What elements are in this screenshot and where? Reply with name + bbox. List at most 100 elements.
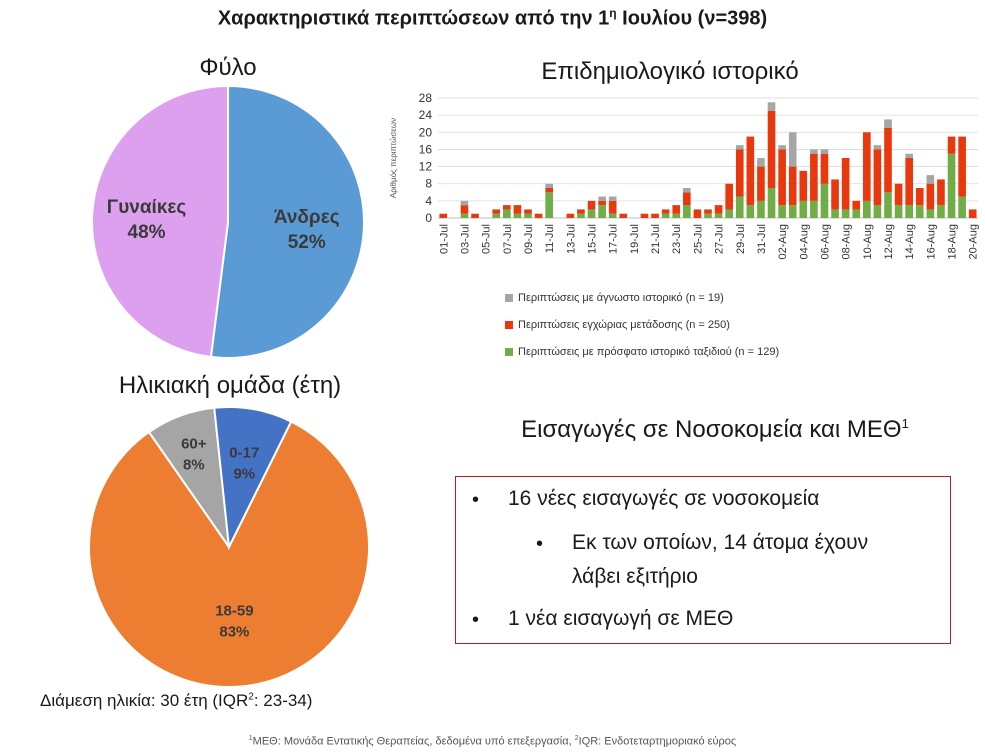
x-tick-label: 02-Aug [777, 224, 789, 259]
pie-label-άνδρες: Άνδρες [274, 207, 340, 228]
y-axis-title: Αριθμός περιπτώσεων [389, 118, 398, 198]
bar-segment [566, 213, 575, 218]
bar-segment [471, 213, 479, 218]
x-tick-label: 11-Jul [544, 224, 556, 253]
pie-value-18-59: 83% [219, 624, 249, 641]
bar-segment [894, 183, 903, 206]
x-tick-label: 08-Aug [841, 224, 853, 259]
bar-segment [831, 179, 839, 210]
bar-segment [587, 200, 596, 210]
bar-segment [587, 209, 596, 218]
bar-segment [852, 200, 861, 210]
bullet-hospital-admissions: 16 νέες εισαγωγές σε νοσοκομεία [508, 487, 820, 510]
pie-slice-γυναίκες [91, 84, 229, 359]
x-tick-label: 04-Aug [798, 224, 810, 259]
bar-segment [778, 149, 786, 206]
bar-segment [534, 213, 543, 218]
x-tick-label: 09-Jul [523, 224, 535, 254]
bar-segment [651, 213, 659, 218]
pie-label-0-17: 0-17 [229, 445, 259, 462]
bar-segment [524, 213, 532, 218]
bar-segment [863, 200, 871, 218]
bar-segment [513, 213, 522, 218]
bar-segment [545, 183, 553, 188]
bar-segment [873, 145, 882, 150]
pie-label-18-59: 18-59 [215, 603, 253, 620]
bar-segment [661, 209, 670, 214]
bar-segment [598, 200, 606, 206]
bar-segment [926, 175, 935, 184]
bar-segment [788, 132, 797, 167]
x-tick-label: 06-Aug [819, 224, 831, 259]
bar-segment [714, 205, 723, 214]
y-tick-label: 12 [419, 160, 433, 174]
pie-label-γυναίκες: Γυναίκες [107, 197, 187, 218]
bar-segment [841, 158, 850, 210]
bar-segment [598, 205, 606, 218]
bar-segment [884, 128, 892, 193]
bar-segment [788, 166, 797, 206]
bar-segment [439, 213, 448, 218]
bar-segment [915, 188, 924, 206]
age-chart-title: Ηλικιακή ομάδα (έτη) [118, 372, 342, 399]
pie-slice-άνδρες [209, 84, 365, 359]
bar-segment [937, 205, 945, 218]
bar-segment [513, 205, 522, 214]
bullet-marker: • [536, 533, 544, 555]
bar-segment [810, 153, 818, 201]
y-tick-label: 20 [419, 125, 433, 139]
pie-value-60: 8% [183, 457, 205, 474]
median-age-text: Διάμεση ηλικία: 30 έτη (IQR2: 23-34) [40, 691, 313, 710]
bar-segment [863, 132, 871, 201]
bar-segment [545, 192, 553, 218]
y-tick-label: 0 [425, 211, 432, 225]
bullet-icu-admission: 1 νέα εισαγωγή σε ΜΕΘ [508, 607, 734, 630]
bar-segment [608, 196, 617, 201]
bar-segment [831, 209, 839, 218]
y-tick-label: 28 [419, 91, 433, 105]
bar-segment [757, 166, 765, 201]
bar-segment [841, 209, 850, 218]
x-tick-label: 01-Jul [438, 224, 450, 254]
bar-segment [968, 209, 977, 218]
bar-segment [810, 200, 818, 218]
x-tick-label: 27-Jul [714, 224, 726, 254]
bar-segment [820, 153, 829, 184]
bar-segment [704, 209, 712, 214]
pie-value-άνδρες: 52% [288, 232, 326, 253]
x-tick-label: 15-Jul [587, 224, 599, 254]
bar-segment [905, 205, 913, 218]
bar-segment [683, 192, 691, 206]
bar-segment [577, 209, 585, 214]
bar-segment [619, 213, 628, 218]
legend-swatch-travel [505, 348, 513, 357]
bar-segment [767, 188, 776, 218]
bar-segment [788, 205, 797, 218]
bar-segment [714, 213, 723, 218]
bar-segment [503, 209, 511, 218]
bar-segment [958, 196, 966, 218]
hospital-box: • 16 νέες εισαγωγές σε νοσοκομεία • Εκ τ… [455, 476, 951, 644]
bar-segment [545, 188, 553, 193]
x-tick-label: 03-Jul [459, 224, 471, 254]
bar-segment [767, 102, 776, 111]
y-tick-label: 24 [419, 108, 433, 122]
bar-segment [683, 205, 691, 218]
pie-value-0-17: 9% [233, 466, 255, 483]
sex-pie-chart: Άνδρες 52% Γυναίκες 48% [91, 84, 365, 359]
epi-chart-title: Επιδημιολογικό ιστορικό [541, 58, 799, 85]
y-tick-label: 4 [425, 194, 432, 208]
bar-segment [778, 205, 786, 218]
bar-segment [704, 213, 712, 218]
bar-segment [757, 200, 765, 218]
bar-segment [905, 153, 913, 158]
bar-segment [884, 119, 892, 128]
bar-segment [503, 205, 511, 210]
bar-segment [915, 205, 924, 218]
bar-segment [799, 200, 808, 218]
bar-segment [926, 209, 935, 218]
footnote: 1ΜΕΘ: Μονάδα Εντατικής Θεραπείας, δεδομέ… [248, 735, 737, 748]
bar-segment [947, 153, 956, 218]
bar-segment [672, 213, 681, 218]
x-tick-label: 18-Aug [947, 224, 959, 259]
